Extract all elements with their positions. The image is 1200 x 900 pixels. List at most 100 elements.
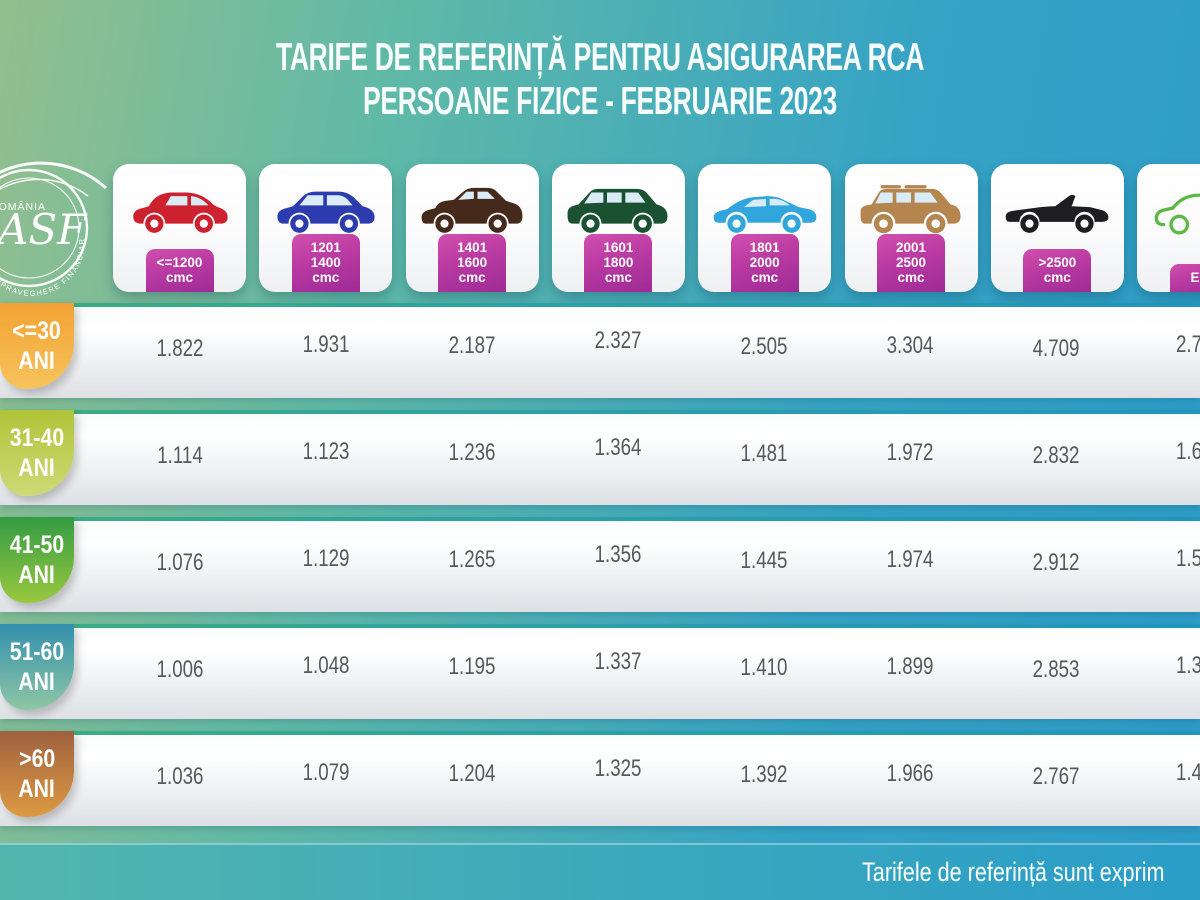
capacity-label-line: cmc — [751, 270, 779, 285]
age-group-label-line: ANI — [18, 454, 56, 482]
tariff-value: 1.972 — [886, 439, 934, 466]
capacity-label-line: >2500 — [1038, 255, 1077, 270]
tariff-value: 1.236 — [448, 439, 496, 466]
age-group-tab: 51-60 ANI — [0, 624, 74, 710]
engine-capacity-label: 1401 1600 cmc — [438, 234, 507, 292]
tariff-value: 1.899 — [886, 653, 934, 680]
engine-capacity-label: ELE — [1169, 264, 1200, 292]
title-line-1: TARIFE DE REFERINȚĂ PENTRU ASIGURAREA RC… — [275, 36, 925, 79]
logo-monogram: ASF — [0, 205, 88, 254]
category-card-1401-1600: 1401 1600 cmc — [405, 164, 539, 292]
age-group-label-line: <=30 — [12, 317, 62, 345]
tariff-value: 2.187 — [448, 332, 496, 359]
tariff-value: 1.445 — [740, 547, 788, 574]
capacity-label-line: 1401 — [457, 240, 488, 255]
age-group-tab: 31-40 ANI — [0, 410, 74, 496]
tariff-value: 3.304 — [886, 332, 934, 359]
sedan-sleek-car-icon — [710, 180, 820, 238]
tariff-value: 1.822 — [156, 335, 204, 362]
page-title: TARIFE DE REFERINȚĂ PENTRU ASIGURAREA RC… — [0, 36, 1200, 124]
engine-capacity-label: >2500 cmc — [1023, 249, 1092, 292]
category-card-1801-2000: 1801 2000 cmc — [698, 164, 832, 292]
tariff-value-clipped: 1.5 — [1176, 545, 1200, 572]
tariff-value: 1.356 — [594, 541, 642, 568]
tariff-value: 1.410 — [740, 654, 788, 681]
tariff-value: 1.337 — [594, 648, 642, 675]
tariff-value: 1.974 — [886, 546, 934, 573]
electric-car-icon — [1149, 180, 1200, 238]
capacity-label-line: 1600 — [457, 255, 488, 270]
engine-capacity-label: 1201 1400 cmc — [291, 234, 360, 292]
age-group-label-line: 51-60 — [9, 638, 65, 666]
age-group-label-line: >60 — [18, 745, 56, 773]
capacity-label-line: cmc — [897, 270, 925, 285]
capacity-label-line: 2500 — [895, 255, 927, 270]
city-car-icon — [125, 180, 235, 238]
category-card-gt-2500: >2500 cmc — [990, 164, 1124, 292]
tariff-value-clipped: 1.6 — [1176, 438, 1200, 465]
capacity-label-line: 1801 — [749, 240, 780, 255]
engine-capacity-label: 1801 2000 cmc — [730, 234, 799, 292]
tariff-value: 1.195 — [448, 653, 496, 680]
tariff-value: 1.265 — [448, 546, 496, 573]
sedan-car-icon — [417, 180, 527, 238]
tariff-value: 1.076 — [156, 549, 204, 576]
tariff-value: 1.364 — [594, 434, 642, 461]
age-group-tab: >60 ANI — [0, 731, 74, 817]
tariff-value: 1.129 — [302, 545, 350, 572]
capacity-label-line: 1601 — [603, 240, 634, 255]
category-card-le-1200: <=1200 cmc — [113, 164, 246, 292]
tariff-value: 2.505 — [740, 333, 788, 360]
age-group-label-line: ANI — [18, 668, 56, 696]
tariff-row: 51-60 ANI 1.006 1.048 1.195 1.337 1.410 1.899 2.… — [0, 624, 1200, 719]
tariff-value: 1.481 — [740, 440, 788, 467]
capacity-label-line: 1400 — [310, 255, 341, 270]
age-group-label-line: ANI — [18, 561, 56, 589]
tariff-value: 1.079 — [302, 759, 350, 786]
age-group-label-line: 31-40 — [9, 424, 65, 452]
tariff-value: 1.392 — [740, 761, 788, 788]
tariff-value: 1.048 — [302, 652, 350, 679]
capacity-label-line: cmc — [312, 270, 340, 285]
minivan-car-icon — [563, 180, 673, 238]
capacity-label-line: 1201 — [310, 240, 341, 255]
tariff-value: 1.931 — [302, 331, 350, 358]
category-card-1601-1800: 1601 1800 cmc — [551, 164, 685, 292]
tariff-value: 2.327 — [594, 327, 642, 354]
capacity-label-line: <=1200 — [156, 255, 203, 270]
engine-capacity-label: 1601 1800 cmc — [584, 234, 653, 292]
capacity-label-line: 1800 — [603, 255, 634, 270]
category-card-1201-1400: 1201 1400 cmc — [259, 164, 393, 292]
title-line-2: PERSOANE FIZICE - FEBRUARIE 2023 — [363, 80, 837, 123]
footer-bar: Tarifele de referință sunt exprim — [0, 843, 1200, 900]
tariff-value-clipped: 1.3 — [1176, 652, 1200, 679]
tariff-value-clipped: 1.4 — [1176, 759, 1200, 786]
tariff-value: 1.114 — [157, 442, 203, 469]
hatchback-car-icon — [271, 180, 381, 238]
tariff-row: <=30 ANI 1.822 1.931 2.187 2.327 2.505 3.304 4.7… — [0, 303, 1200, 398]
tariff-value-clipped: 2.7 — [1176, 331, 1200, 358]
capacity-label-line: 2001 — [895, 240, 927, 255]
tariff-value: 2.767 — [1032, 763, 1080, 790]
tariff-value: 2.832 — [1032, 442, 1080, 469]
age-group-tab: <=30 ANI — [0, 303, 74, 389]
capacity-label-line: cmc — [165, 270, 194, 285]
capacity-label-line: cmc — [1043, 270, 1071, 285]
capacity-label-line: ELE — [1190, 270, 1200, 285]
asf-logo-seal: ROMÂNIA ASF DE SUPRAVEGHERE FINANCIARĂ — [0, 143, 139, 325]
tariff-value: 2.912 — [1032, 549, 1080, 576]
convertible-car-icon — [1002, 180, 1112, 238]
capacity-label-line: cmc — [458, 270, 486, 285]
age-group-label-line: ANI — [18, 775, 56, 803]
engine-capacity-label: <=1200 cmc — [145, 249, 214, 292]
footer-note: Tarifele de referință sunt exprim — [862, 857, 1165, 887]
tariff-value: 1.966 — [886, 760, 934, 787]
category-card-2001-2500: 2001 2500 cmc — [844, 164, 978, 292]
engine-capacity-label: 2001 2500 cmc — [877, 234, 945, 292]
tariff-value: 1.204 — [448, 760, 496, 787]
tariff-row: >60 ANI 1.036 1.079 1.204 1.325 1.392 1.966 2.76… — [0, 731, 1200, 826]
age-group-label-line: ANI — [18, 347, 56, 375]
suv-car-icon — [856, 180, 966, 238]
age-group-tab: 41-50 ANI — [0, 517, 74, 603]
